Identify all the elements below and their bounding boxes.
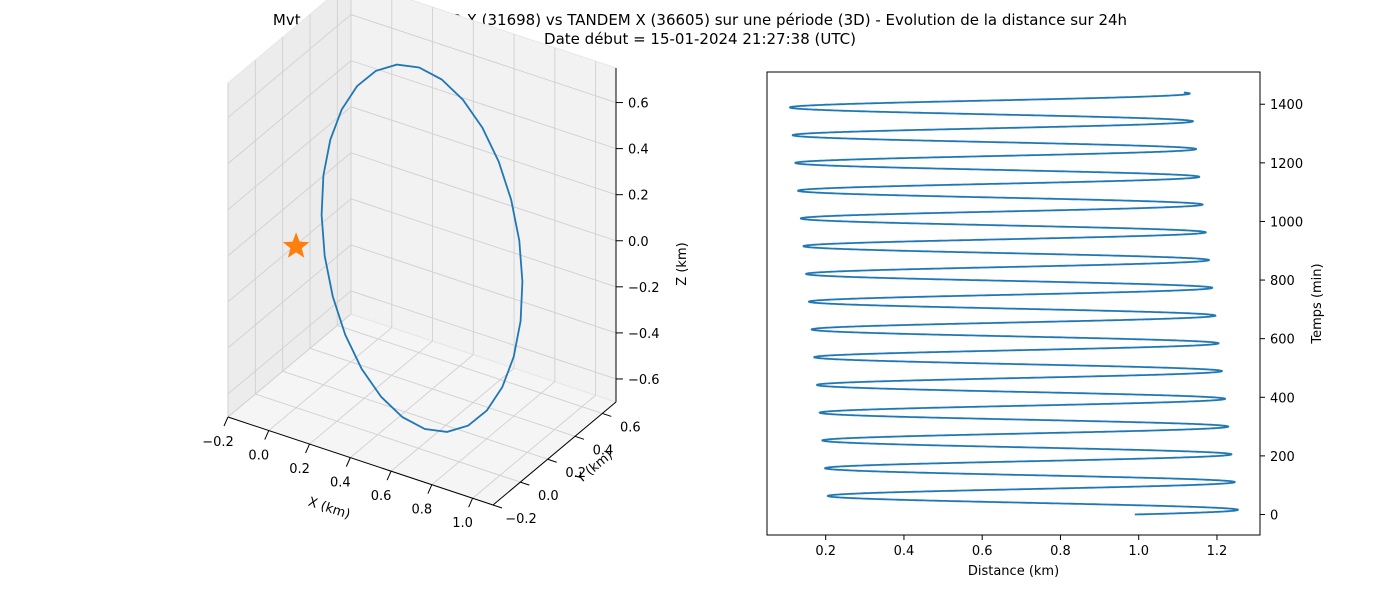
y-tick-label: 0 <box>1270 508 1278 523</box>
x-tick <box>386 470 392 481</box>
y-tick-label: 0.4 <box>593 443 614 458</box>
x-axis-label: X (km) <box>306 495 352 523</box>
x-tick-label: 1.0 <box>452 516 473 531</box>
y-tick <box>492 504 503 509</box>
z-tick-label: 0.2 <box>628 189 649 204</box>
tick-group: −0.20.00.20.40.60.81.0 −0.20.00.20.40.6−0… <box>202 97 659 532</box>
z-tick-label: 0.4 <box>628 143 649 158</box>
y-tick-label: 0.6 <box>620 420 641 435</box>
y-tick-label: 1400 <box>1270 98 1303 113</box>
x-tick-label: 0.2 <box>289 462 310 477</box>
z-tick-label: 0.0 <box>628 235 649 250</box>
z-tick-label: −0.4 <box>628 327 660 342</box>
gridline-x-floor <box>390 367 515 472</box>
gridline-z-back <box>350 244 617 334</box>
x-tick-label: 0.8 <box>1050 544 1071 559</box>
gridline-y-floor <box>337 325 603 414</box>
y-tick-label: 400 <box>1270 391 1295 406</box>
y-axis-line <box>492 401 617 506</box>
x-tick-label: 0.8 <box>412 503 433 518</box>
y-tick-label: 1000 <box>1270 215 1303 230</box>
orbit-series-line <box>320 63 524 433</box>
x-tick <box>427 484 433 494</box>
tick-group: 0.2 0.4 0.6 0.8 1.0 1.2 0 200 400 600 800 1000 1200 1… <box>815 98 1303 559</box>
figure-title-line2: Date début = 15-01-2024 21:27:38 (UTC) <box>544 30 856 48</box>
x-tick <box>345 457 351 467</box>
gridline-z-side <box>227 152 352 257</box>
y-tick-label: −0.2 <box>505 512 537 527</box>
star-marker <box>282 232 310 258</box>
gridline-z-side <box>227 198 352 303</box>
x-tick-label: 0.6 <box>972 544 993 559</box>
z-tick-label: −0.2 <box>628 281 660 296</box>
gridline-z-back <box>350 198 617 288</box>
gridline-z-side <box>227 106 352 211</box>
pane-group <box>226 0 618 506</box>
x-tick <box>305 443 310 454</box>
gridline-y-floor <box>309 347 576 437</box>
chart-distance-time: 0.2 0.4 0.6 0.8 1.0 1.2 0 200 400 600 800 1000 1200 1… <box>766 71 1325 579</box>
y-tick-label: 0.2 <box>565 466 586 481</box>
y-tick-label: 600 <box>1270 333 1295 348</box>
distance-series-line <box>789 91 1239 516</box>
x-tick-label: 0.0 <box>248 449 269 464</box>
x-axis-label: Distance (km) <box>968 564 1059 579</box>
gridline-x-floor <box>472 394 596 499</box>
y-tick-label: 1200 <box>1270 157 1303 172</box>
gridline-x-floor <box>431 381 556 486</box>
gridline-z-back <box>350 14 617 103</box>
gridline-z-side <box>227 290 352 395</box>
y-axis-label: Temps (min) <box>1310 263 1325 344</box>
z-axis-label: Z (km) <box>675 242 690 285</box>
x-axis-line <box>227 416 494 506</box>
gridline-x-floor <box>227 313 352 418</box>
x-tick <box>223 416 229 427</box>
x-tick-label: 0.4 <box>330 476 351 491</box>
x-tick-label: 0.2 <box>815 544 836 559</box>
gridline-y-floor <box>255 393 521 483</box>
chart-3d-orbit: −0.20.00.20.40.60.81.0 −0.20.00.20.40.6−0… <box>202 0 690 531</box>
gridline-z-back <box>350 290 617 380</box>
gridline-z-side <box>227 244 352 349</box>
gridline-z-side <box>227 60 352 164</box>
gridline-y-floor <box>282 370 548 460</box>
gridline-z-back <box>350 106 617 196</box>
y-tick <box>602 412 612 417</box>
x-tick-label: −0.2 <box>202 435 234 450</box>
x-tick-label: 1.2 <box>1207 544 1228 559</box>
y-tick <box>574 435 585 440</box>
x-tick <box>264 430 270 440</box>
x-tick-label: 1.0 <box>1128 544 1149 559</box>
y-tick-label: 800 <box>1270 274 1295 289</box>
y-tick-label: 0.0 <box>538 489 559 504</box>
gridline-x-floor <box>350 354 474 458</box>
y-tick <box>520 481 530 486</box>
x-tick-label: 0.6 <box>371 489 392 504</box>
gridline-z-back <box>350 60 617 150</box>
gridline-x-floor <box>309 340 433 445</box>
z-tick-label: 0.6 <box>628 97 649 112</box>
z-tick-label: −0.6 <box>628 373 660 388</box>
plot-frame <box>766 71 1261 536</box>
x-tick-label: 0.4 <box>894 544 915 559</box>
x-tick <box>468 498 474 508</box>
y-tick-label: 200 <box>1270 450 1295 465</box>
gridline-z-back <box>350 152 617 242</box>
gridline-x-floor <box>268 327 393 431</box>
axis-group <box>227 68 617 506</box>
gridline-z-side <box>227 14 352 118</box>
y-tick <box>547 458 557 463</box>
